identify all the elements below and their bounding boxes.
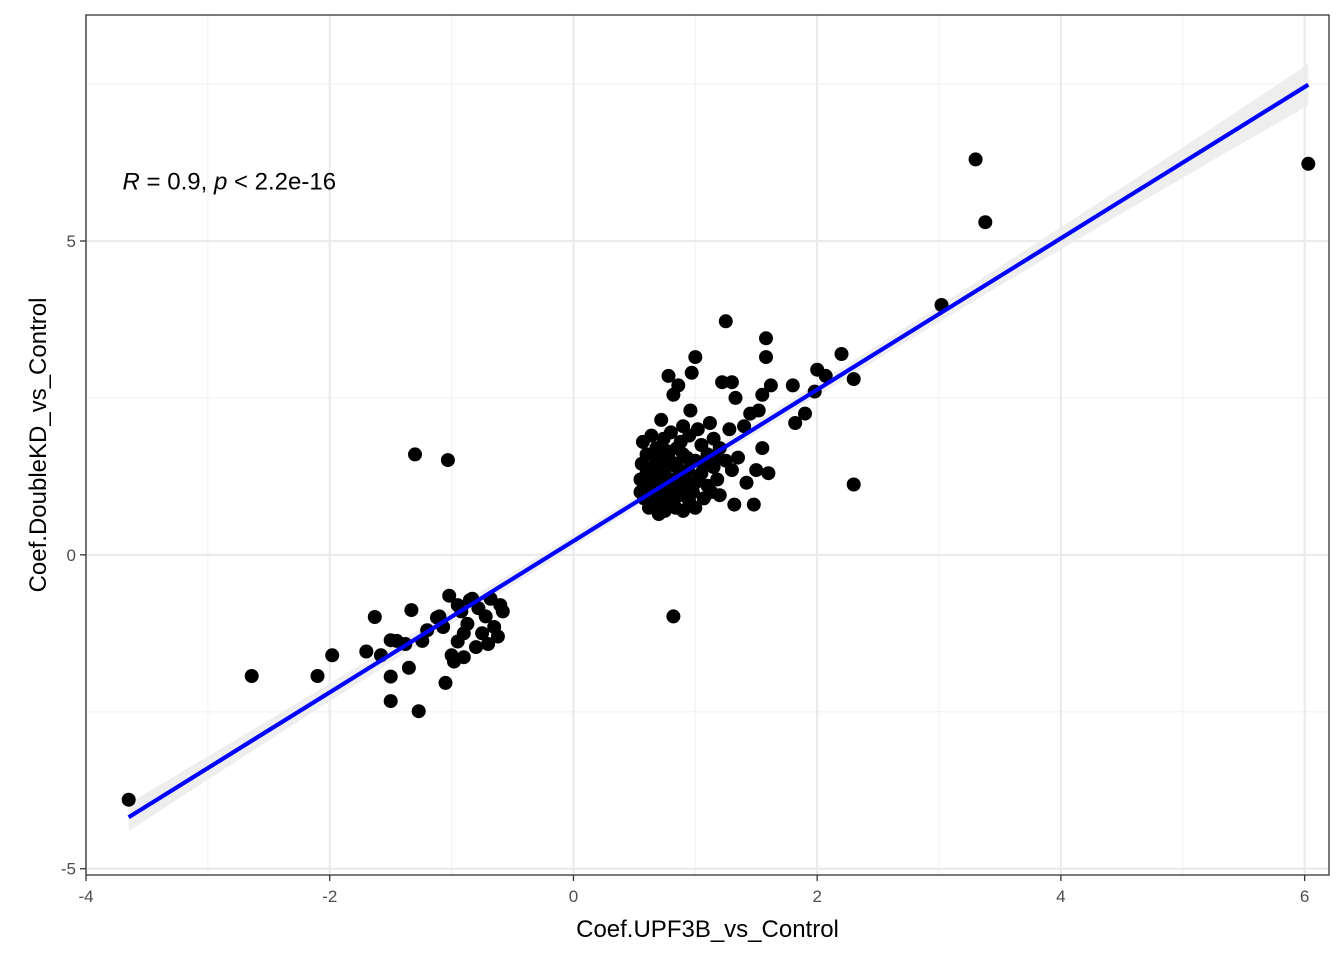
data-point (684, 365, 699, 380)
annotation-r-value: = 0.9, (140, 168, 214, 195)
data-point (667, 456, 682, 471)
x-axis-ticks: -4 -2 0 2 4 6 (78, 875, 1309, 906)
y-axis-ticks: -5 0 5 (61, 232, 86, 879)
data-point (654, 412, 669, 427)
x-axis-title: Coef.UPF3B_vs_Control (576, 916, 839, 943)
data-point (478, 609, 493, 624)
data-point (688, 350, 703, 365)
data-point (746, 497, 761, 512)
data-points (121, 152, 1316, 807)
data-point (383, 669, 398, 684)
data-point (490, 629, 505, 644)
data-point (440, 453, 455, 468)
data-point (469, 640, 483, 655)
data-point (653, 460, 667, 474)
data-point (690, 422, 705, 437)
data-point (788, 416, 803, 430)
data-point (655, 494, 670, 509)
data-point (456, 650, 471, 665)
data-point (679, 450, 694, 465)
data-point (846, 477, 861, 492)
data-point (763, 378, 778, 393)
data-point (383, 694, 398, 709)
data-point (310, 669, 325, 683)
annotation-r-symbol: R (123, 168, 140, 195)
data-point (475, 626, 490, 641)
y-axis-title: Coef.DoubleKD_vs_Control (25, 298, 52, 593)
data-point (244, 669, 259, 683)
data-point (408, 447, 422, 462)
data-point (644, 428, 659, 443)
data-point (749, 463, 764, 478)
regression-line-layer (127, 82, 1310, 820)
data-point (759, 331, 773, 346)
data-point (367, 610, 382, 624)
x-tick-label: 2 (812, 887, 821, 906)
data-point (727, 497, 742, 512)
data-point (404, 603, 419, 618)
data-point (728, 390, 743, 405)
data-point (715, 375, 730, 390)
data-point (834, 347, 849, 361)
data-point (751, 403, 766, 418)
data-point (1301, 156, 1316, 171)
regression-line (127, 82, 1310, 820)
data-point (671, 378, 686, 393)
data-point (761, 466, 776, 481)
y-tick-label: -5 (61, 860, 76, 879)
data-point (704, 485, 719, 500)
x-tick-label: 4 (1056, 887, 1065, 906)
data-point (663, 425, 678, 440)
x-tick-label: 6 (1300, 887, 1309, 906)
data-point (411, 704, 426, 719)
data-point (646, 447, 661, 462)
data-point (481, 637, 496, 651)
data-point (325, 648, 340, 663)
data-point (456, 626, 471, 641)
data-point (710, 472, 725, 487)
data-point (685, 485, 700, 500)
data-point (692, 469, 706, 484)
data-point (718, 314, 733, 329)
data-point (731, 450, 745, 465)
data-point (968, 152, 983, 167)
data-point (978, 215, 993, 230)
data-point (755, 387, 770, 402)
annotation-p-symbol: p (213, 168, 227, 195)
data-point (401, 660, 416, 675)
data-point (673, 434, 688, 449)
data-point (359, 644, 374, 659)
data-point (442, 588, 457, 603)
correlation-annotation: R = 0.9, p < 2.2e-16 (123, 168, 337, 195)
data-point (661, 368, 676, 383)
data-point (121, 792, 136, 807)
data-point (739, 475, 754, 490)
data-point (660, 444, 675, 459)
annotation-p-value: < 2.2e-16 (227, 168, 336, 195)
data-point (430, 610, 444, 625)
x-tick-label: -2 (322, 887, 337, 906)
data-point (724, 375, 739, 390)
data-point (755, 441, 770, 456)
data-point (702, 416, 717, 430)
data-point (683, 403, 698, 418)
data-point (666, 609, 681, 624)
data-point (688, 500, 703, 515)
data-point (724, 463, 739, 478)
data-point (438, 675, 453, 690)
data-point (798, 406, 812, 421)
data-point (818, 368, 833, 383)
data-point (722, 422, 737, 437)
x-tick-label: 0 (569, 887, 578, 906)
x-tick-label: -4 (78, 887, 93, 906)
data-point (785, 378, 800, 393)
data-point (737, 419, 752, 434)
data-point (495, 604, 510, 619)
y-tick-label: 0 (67, 546, 76, 565)
panel-border (85, 14, 1330, 876)
data-point (759, 350, 773, 365)
data-point (846, 372, 861, 387)
y-tick-label: 5 (67, 232, 76, 251)
